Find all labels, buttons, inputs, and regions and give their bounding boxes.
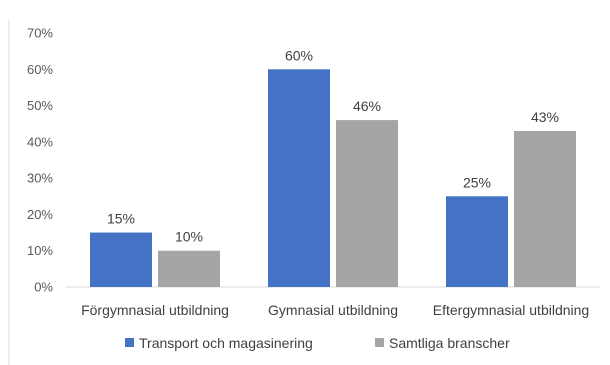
- data-label: 25%: [463, 174, 491, 190]
- y-tick-label: 0%: [34, 280, 53, 295]
- bar: [268, 69, 330, 288]
- bar: [514, 130, 576, 287]
- bar: [90, 232, 152, 287]
- category-labels: Förgymnasial utbildning Gymnasial utbildn…: [81, 302, 589, 318]
- legend: Transport och magasinering Samtliga brans…: [125, 335, 510, 351]
- legend-label: Transport och magasinering: [139, 335, 313, 351]
- data-label: 15%: [107, 211, 135, 227]
- legend-swatch: [125, 338, 134, 347]
- y-tick-label: 50%: [27, 98, 53, 113]
- bars: [90, 69, 576, 288]
- category-label: Eftergymnasial utbildning: [433, 302, 589, 318]
- bar: [336, 120, 398, 287]
- y-tick-label: 10%: [27, 243, 53, 258]
- y-axis-ticks: 0% 10% 20% 30% 40% 50% 60% 70%: [27, 26, 53, 295]
- bar: [158, 250, 220, 287]
- category-label: Gymnasial utbildning: [268, 302, 398, 318]
- legend-label: Samtliga branscher: [389, 335, 510, 351]
- y-tick-label: 30%: [27, 171, 53, 186]
- data-label: 10%: [175, 229, 203, 245]
- data-label: 60%: [285, 47, 313, 63]
- legend-swatch: [375, 338, 384, 347]
- y-tick-label: 40%: [27, 134, 53, 149]
- data-label: 46%: [353, 98, 381, 114]
- y-tick-label: 70%: [27, 26, 53, 41]
- y-tick-label: 60%: [27, 62, 53, 77]
- bar: [446, 196, 508, 287]
- y-tick-label: 20%: [27, 207, 53, 222]
- category-label: Förgymnasial utbildning: [81, 302, 229, 318]
- data-label: 43%: [531, 109, 559, 125]
- data-labels: 15% 10% 60% 46% 25% 43%: [107, 47, 559, 244]
